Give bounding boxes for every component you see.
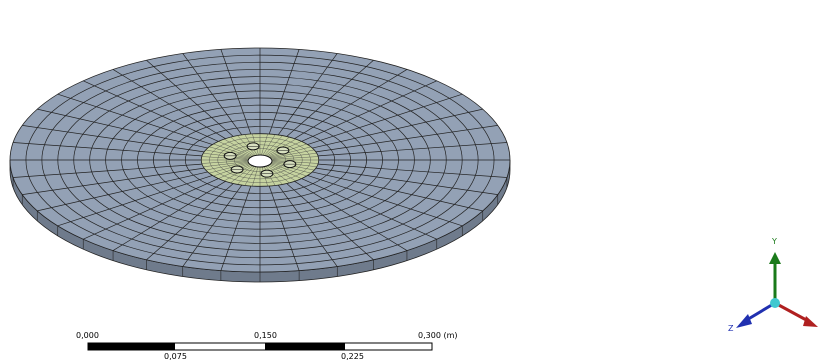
viewport: 0,000 0,150 0,300 (m) 0,075 0,225 Y Z (0, 0, 824, 361)
z-axis-label: Z (728, 324, 734, 333)
y-arrow-head (769, 252, 781, 264)
scale-bar-segment (88, 343, 175, 350)
x-axis-arrow (775, 303, 810, 322)
center-hole (248, 155, 272, 167)
scale-label: 0,150 (254, 331, 277, 340)
y-axis-label: Y (771, 237, 777, 246)
mesh-model (10, 48, 510, 282)
scale-bar: 0,000 0,150 0,300 (m) 0,075 0,225 (76, 331, 457, 361)
axis-triad: Y Z (728, 237, 818, 333)
scale-label: 0,300 (m) (418, 331, 457, 340)
scale-label: 0,000 (76, 331, 99, 340)
scale-label: 0,075 (164, 352, 187, 361)
scale-label: 0,225 (341, 352, 364, 361)
scale-bar-segment (265, 343, 345, 350)
z-arrow-head (736, 314, 752, 328)
triad-origin (770, 298, 780, 308)
x-arrow-head (803, 316, 818, 327)
